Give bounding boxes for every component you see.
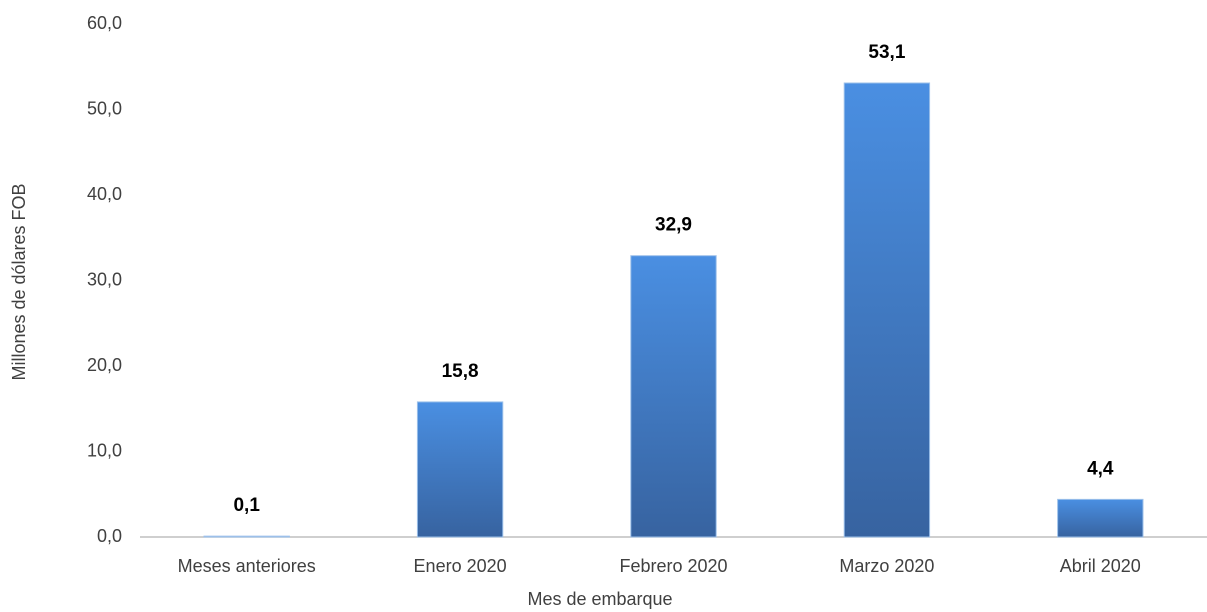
bar <box>630 255 717 538</box>
y-tick-label: 60,0 <box>87 13 122 33</box>
x-tick-label: Enero 2020 <box>414 556 507 576</box>
x-tick-label: Abril 2020 <box>1060 556 1141 576</box>
y-tick-label: 10,0 <box>87 440 122 460</box>
x-tick-label: Marzo 2020 <box>839 556 934 576</box>
x-tick-label: Meses anteriores <box>178 556 316 576</box>
y-tick-label: 0,0 <box>97 526 122 546</box>
value-label: 0,1 <box>233 495 260 516</box>
value-label: 53,1 <box>868 42 905 63</box>
value-label: 4,4 <box>1087 458 1114 479</box>
y-tick-label: 50,0 <box>87 98 122 118</box>
bar <box>416 401 504 538</box>
y-tick-label: 20,0 <box>87 355 122 375</box>
y-tick-label: 30,0 <box>87 269 122 289</box>
value-label: 32,9 <box>655 215 692 236</box>
x-tick-label: Febrero 2020 <box>619 556 727 576</box>
value-label: 15,8 <box>442 361 479 382</box>
bar <box>843 82 931 538</box>
bar <box>203 535 290 538</box>
x-axis-label: Mes de embarque <box>527 589 672 609</box>
y-tick-label: 40,0 <box>87 184 122 204</box>
bar <box>1057 498 1144 538</box>
y-axis-label: Millones de dólares FOB <box>9 183 29 380</box>
